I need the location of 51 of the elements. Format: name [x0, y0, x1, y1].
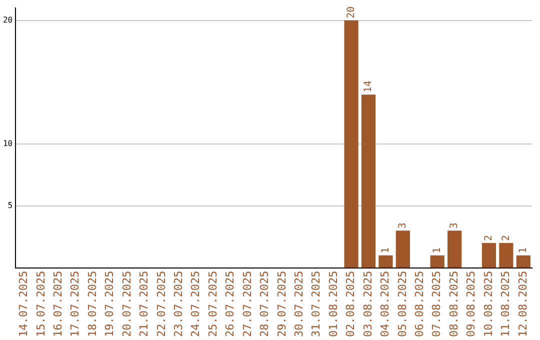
x-tick-label: 07.08.2025 — [430, 270, 444, 338]
data-label: 14 — [363, 80, 374, 93]
x-tick-label: 10.08.2025 — [482, 270, 495, 338]
x-tick-label: 29.07.2025 — [275, 270, 288, 338]
x-tick-label: 19.07.2025 — [103, 270, 116, 338]
data-label: 3 — [449, 222, 460, 229]
bar — [516, 255, 530, 268]
x-tick-label: 15.07.2025 — [34, 270, 48, 338]
x-tick-label: 09.08.2025 — [464, 270, 478, 338]
x-tick-label: 02.08.2025 — [344, 270, 358, 338]
x-tick-label: 03.08.2025 — [361, 270, 374, 338]
x-tick-label: 04.08.2025 — [378, 270, 392, 338]
y-tick-label: 10 — [2, 139, 13, 148]
x-tick-label: 12.08.2025 — [516, 270, 530, 338]
bar — [378, 255, 393, 268]
x-tick-label: 20.07.2025 — [120, 270, 134, 338]
data-label: 1 — [432, 247, 443, 254]
x-tick-label: 27.07.2025 — [240, 270, 254, 338]
bar — [361, 94, 376, 268]
x-tick-label: 05.08.2025 — [396, 270, 409, 338]
x-tick-label: 06.08.2025 — [412, 270, 426, 338]
data-label: 20 — [346, 6, 357, 18]
x-tick-label: 30.07.2025 — [292, 270, 306, 338]
x-tick-label: 14.07.2025 — [17, 270, 30, 338]
x-tick-label: 26.07.2025 — [224, 270, 237, 338]
data-label: 3 — [398, 222, 408, 229]
x-tick-label: 31.07.2025 — [310, 270, 323, 338]
y-tick-label: 20 — [2, 15, 13, 24]
bar — [447, 230, 462, 268]
x-tick-label: 23.07.2025 — [172, 270, 186, 338]
x-tick-label: 21.07.2025 — [138, 270, 151, 338]
data-label: 2 — [484, 235, 495, 242]
x-tick-label: 11.08.2025 — [499, 270, 512, 338]
data-label: 1 — [380, 247, 392, 254]
x-tick-label: 24.07.2025 — [189, 270, 202, 338]
bar — [430, 255, 444, 268]
x-tick-label: 28.07.2025 — [258, 270, 272, 338]
bar — [396, 230, 410, 268]
y-tick-label: 5 — [8, 201, 13, 210]
x-tick-label: 18.07.2025 — [86, 270, 99, 338]
data-label: 2 — [500, 235, 512, 242]
x-tick-label: 25.07.2025 — [206, 270, 220, 338]
x-tick-label: 08.08.2025 — [447, 270, 460, 338]
x-tick-label: 22.07.2025 — [154, 270, 168, 338]
data-label: 1 — [518, 247, 529, 254]
bar — [482, 243, 496, 268]
bar — [344, 20, 358, 268]
x-tick-label: 16.07.2025 — [52, 270, 65, 338]
x-tick-label: 17.07.2025 — [68, 270, 82, 338]
x-tick-label: 01.08.2025 — [326, 270, 340, 338]
bar — [499, 243, 514, 268]
